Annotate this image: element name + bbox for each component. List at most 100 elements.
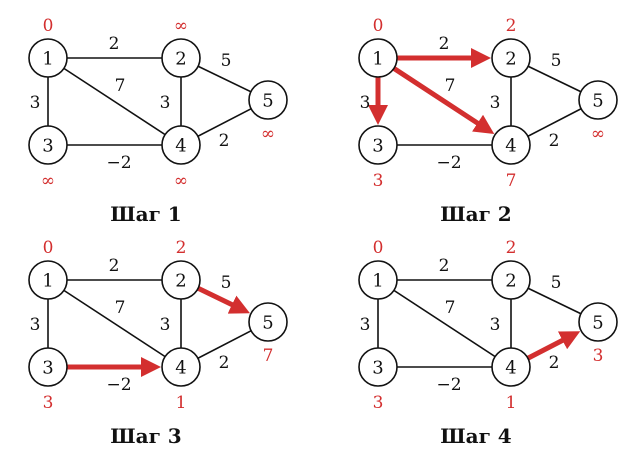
edge-weight-1-2: 2	[439, 256, 450, 276]
distance-node-1: 0	[43, 238, 54, 258]
step-panel-3: 2 3 7 3 5 −2 2 1 2 3 4 5 0 2 3 1 7 Шаг 3	[28, 238, 288, 448]
node-circle	[161, 347, 201, 387]
node-label: 3	[372, 358, 383, 379]
node-label: 2	[175, 49, 186, 70]
step-title: Шаг 4	[440, 424, 512, 448]
node-3: 3	[358, 125, 398, 165]
edge-weight-1-2: 2	[109, 256, 120, 276]
edge-weight-2-4: 3	[160, 315, 171, 335]
distance-node-2: 2	[176, 238, 187, 258]
node-2: 2	[491, 38, 531, 78]
node-label: 1	[42, 271, 53, 292]
node-5: 5	[578, 302, 618, 342]
node-circle	[28, 125, 68, 165]
node-circle	[578, 80, 618, 120]
node-label: 1	[372, 49, 383, 70]
node-circle	[358, 260, 398, 300]
edge-weight-4-5: 2	[549, 353, 560, 373]
distance-node-5: 3	[593, 346, 604, 366]
edge-weight-4-5: 2	[219, 353, 230, 373]
distance-node-2: 2	[506, 16, 517, 36]
node-circle	[358, 125, 398, 165]
edge-weight-4-5: 2	[549, 131, 560, 151]
node-label: 5	[262, 313, 273, 334]
node-circle	[491, 38, 531, 78]
edge-weight-3-4: −2	[106, 153, 131, 173]
node-2: 2	[161, 38, 201, 78]
node-4: 4	[161, 125, 201, 165]
node-1: 1	[28, 260, 68, 300]
step-panel-1: 2 3 7 3 5 −2 2 1 2 3 4 5 0 ∞ ∞ ∞ ∞ Шаг 1	[28, 16, 288, 226]
distance-node-4: ∞	[174, 171, 188, 191]
node-circle	[358, 347, 398, 387]
edge-1-4	[47, 57, 182, 146]
highlighted-edge-4-5	[525, 331, 581, 361]
edge-weight-2-5: 5	[221, 273, 232, 293]
edge-weight-1-4: 7	[445, 76, 456, 96]
edge-weight-2-4: 3	[160, 93, 171, 113]
node-label: 4	[505, 136, 516, 157]
node-1: 1	[358, 38, 398, 78]
node-1: 1	[358, 260, 398, 300]
edge-weight-3-4: −2	[106, 375, 131, 395]
distance-node-2: 2	[506, 238, 517, 258]
node-3: 3	[358, 347, 398, 387]
distance-node-1: 0	[373, 238, 384, 258]
node-label: 1	[42, 49, 53, 70]
node-2: 2	[491, 260, 531, 300]
distance-node-3: ∞	[41, 171, 55, 191]
edge-weight-1-2: 2	[439, 34, 450, 54]
step-title: Шаг 1	[110, 202, 181, 226]
edge-weight-1-3: 3	[360, 93, 371, 113]
distance-node-4: 1	[506, 393, 517, 413]
step-panel-4: 2 3 7 3 5 −2 2 1 2 3 4 5 0 2 3 1 3 Шаг 4	[358, 238, 618, 448]
node-4: 4	[491, 347, 531, 387]
node-1: 1	[28, 38, 68, 78]
highlighted-edge-1-4	[391, 65, 495, 135]
node-circle	[358, 38, 398, 78]
node-3: 3	[28, 347, 68, 387]
node-label: 5	[592, 313, 603, 334]
edge-1-4	[377, 279, 512, 368]
edge-weight-2-5: 5	[551, 51, 562, 71]
node-5: 5	[248, 80, 288, 120]
edge-weight-1-4: 7	[445, 298, 456, 318]
edge-weight-2-4: 3	[490, 93, 501, 113]
distance-node-5: ∞	[261, 124, 275, 144]
node-label: 5	[592, 91, 603, 112]
distance-node-3: 3	[373, 393, 384, 413]
node-5: 5	[578, 80, 618, 120]
distance-node-3: 3	[43, 393, 54, 413]
node-circle	[28, 347, 68, 387]
node-label: 1	[372, 271, 383, 292]
node-label: 4	[175, 358, 186, 379]
node-circle	[491, 260, 531, 300]
edge-1-4	[47, 279, 182, 368]
node-label: 5	[262, 91, 273, 112]
node-5: 5	[248, 302, 288, 342]
edge-weight-2-4: 3	[490, 315, 501, 335]
node-2: 2	[161, 260, 201, 300]
edge-weight-3-4: −2	[436, 375, 461, 395]
step-panel-2: 2 3 7 3 5 −2 2 1 2 3 4 5 0 2 3 7 ∞ Шаг 2	[358, 16, 618, 226]
node-circle	[248, 80, 288, 120]
node-label: 4	[175, 136, 186, 157]
distance-node-1: 0	[373, 16, 384, 36]
distance-node-5: 7	[263, 346, 274, 366]
node-label: 2	[505, 271, 516, 292]
node-circle	[161, 38, 201, 78]
node-circle	[491, 347, 531, 387]
distance-node-3: 3	[373, 171, 384, 191]
edge-weight-1-3: 3	[360, 315, 371, 335]
node-circle	[248, 302, 288, 342]
distance-node-4: 1	[176, 393, 187, 413]
distance-node-5: ∞	[591, 124, 605, 144]
node-4: 4	[491, 125, 531, 165]
edge-weight-1-4: 7	[115, 76, 126, 96]
edge-weight-1-2: 2	[109, 34, 120, 54]
edge-weight-2-5: 5	[551, 273, 562, 293]
distance-node-4: 7	[506, 171, 517, 191]
node-circle	[578, 302, 618, 342]
edge-weight-3-4: −2	[436, 153, 461, 173]
